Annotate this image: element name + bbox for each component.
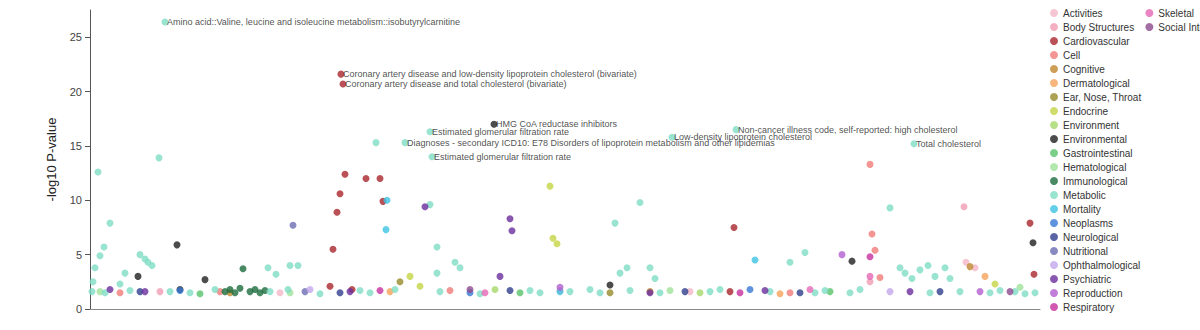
svg-text:Metabolic: Metabolic bbox=[1063, 190, 1106, 201]
svg-text:Diagnoses - secondary ICD10: E: Diagnoses - secondary ICD10: E78 Disorde… bbox=[407, 138, 775, 148]
svg-text:15: 15 bbox=[70, 140, 82, 152]
svg-text:Reproduction: Reproduction bbox=[1063, 288, 1122, 299]
svg-text:Neurological: Neurological bbox=[1063, 232, 1119, 243]
svg-text:20: 20 bbox=[70, 86, 82, 98]
svg-text:Cognitive: Cognitive bbox=[1063, 64, 1105, 75]
svg-text:Hematological: Hematological bbox=[1063, 162, 1126, 173]
svg-text:Estimated glomerular filtratio: Estimated glomerular filtration rate bbox=[434, 152, 571, 162]
svg-text:Cell: Cell bbox=[1063, 50, 1080, 61]
svg-text:Neoplasms: Neoplasms bbox=[1063, 218, 1113, 229]
svg-text:Body Structures: Body Structures bbox=[1063, 22, 1134, 33]
svg-text:Amino acid::Valine, leucine an: Amino acid::Valine, leucine and isoleuci… bbox=[167, 17, 460, 27]
svg-text:Coronary artery disease and to: Coronary artery disease and total choles… bbox=[345, 79, 567, 89]
svg-text:Cardiovascular: Cardiovascular bbox=[1063, 36, 1130, 47]
svg-text:0: 0 bbox=[76, 303, 82, 315]
svg-text:Endocrine: Endocrine bbox=[1063, 106, 1108, 117]
svg-text:HMG CoA reductase inhibitors: HMG CoA reductase inhibitors bbox=[496, 119, 618, 130]
svg-text:Nutritional: Nutritional bbox=[1063, 246, 1108, 257]
svg-text:Mortality: Mortality bbox=[1063, 204, 1101, 215]
svg-text:Total cholesterol: Total cholesterol bbox=[916, 139, 981, 149]
svg-text:Coronary artery disease and lo: Coronary artery disease and low-density … bbox=[343, 69, 637, 79]
svg-text:Gastrointestinal: Gastrointestinal bbox=[1063, 148, 1132, 159]
svg-text:Environment: Environment bbox=[1063, 120, 1119, 131]
svg-text:10: 10 bbox=[70, 194, 82, 206]
svg-text:Activities: Activities bbox=[1063, 8, 1102, 19]
svg-text:Skeletal: Skeletal bbox=[1158, 8, 1194, 19]
svg-text:Ophthalmological: Ophthalmological bbox=[1063, 260, 1140, 271]
svg-text:25: 25 bbox=[70, 31, 82, 43]
svg-text:Ear, Nose, Throat: Ear, Nose, Throat bbox=[1063, 92, 1141, 103]
svg-text:Dermatological: Dermatological bbox=[1063, 78, 1130, 89]
svg-text:5: 5 bbox=[76, 249, 82, 261]
svg-text:Social Interactions: Social Interactions bbox=[1158, 22, 1200, 33]
svg-text:-log10 P-value: -log10 P-value bbox=[44, 118, 59, 202]
svg-text:Immunological: Immunological bbox=[1063, 176, 1127, 187]
svg-text:Non-cancer illness code, self-: Non-cancer illness code, self-reported: … bbox=[738, 124, 958, 135]
svg-text:Respiratory: Respiratory bbox=[1063, 302, 1114, 313]
svg-text:Psychiatric: Psychiatric bbox=[1063, 274, 1111, 285]
svg-text:Environmental: Environmental bbox=[1063, 134, 1127, 145]
svg-text:Estimated glomerular filtratio: Estimated glomerular filtration rate bbox=[432, 127, 569, 137]
